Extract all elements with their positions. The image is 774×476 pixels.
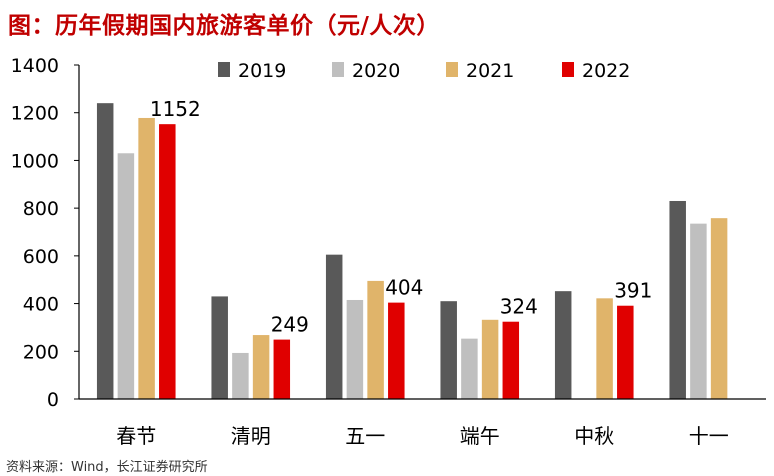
bar-chart: 0 200 400 600 800 1000 1200 1400 春节 清明 五一 端午 中秋 十一 1… <box>11 55 766 448</box>
bar-2022-中秋 <box>617 305 634 399</box>
category-label-春节: 春节 <box>116 424 156 448</box>
data-label-中秋: 391 <box>614 279 652 303</box>
bar-2019-中秋 <box>554 291 572 399</box>
y-axis-ticks: 0 200 400 600 800 1000 1200 1400 <box>11 55 79 411</box>
bar-2021-端午 <box>481 319 499 399</box>
legend: 2019 2020 2021 2022 <box>218 60 630 82</box>
bar-2019-春节 <box>96 103 114 400</box>
category-labels: 春节 清明 五一 端午 中秋 十一 <box>116 424 729 448</box>
category-label-清明: 清明 <box>231 424 271 448</box>
axes <box>78 65 766 400</box>
bar-2019-端午 <box>440 301 457 399</box>
bar-2020-端午 <box>461 338 478 399</box>
bar-2019-清明 <box>211 296 228 399</box>
bar-2022-清明 <box>273 339 291 399</box>
data-label-春节: 1152 <box>150 97 201 121</box>
legend-swatch-2020 <box>332 62 344 77</box>
y-tick-label-0: 0 <box>47 389 59 411</box>
y-tick-label-400: 400 <box>23 294 59 316</box>
y-tick-label-800: 800 <box>23 198 59 220</box>
legend-label-2022: 2022 <box>582 60 630 82</box>
category-label-端午: 端午 <box>460 424 500 448</box>
legend-label-2020: 2020 <box>352 60 400 82</box>
bar-2019-十一 <box>669 200 686 399</box>
data-label-端午: 324 <box>500 295 538 319</box>
y-tick-label-600: 600 <box>23 246 59 268</box>
bar-2019-五一 <box>325 254 343 399</box>
bar-2021-五一 <box>367 280 384 399</box>
y-tick-label-1200: 1200 <box>11 103 59 125</box>
bar-2022-春节 <box>159 124 176 399</box>
legend-swatch-2022 <box>562 62 574 77</box>
data-labels: 1152 249 404 324 391 <box>150 97 653 336</box>
bar-2020-清明 <box>232 352 249 399</box>
bar-2021-中秋 <box>596 298 613 399</box>
bar-2022-端午 <box>502 321 520 399</box>
legend-label-2021: 2021 <box>466 60 514 82</box>
y-tick-label-200: 200 <box>23 341 59 363</box>
bar-2020-五一 <box>346 299 364 399</box>
chart-title: 图：历年假期国内旅游客单价（元/人次） <box>8 13 440 39</box>
legend-swatch-2019 <box>218 62 230 77</box>
legend-swatch-2021 <box>446 62 458 77</box>
data-label-五一: 404 <box>385 276 423 300</box>
y-tick-label-1400: 1400 <box>11 55 59 77</box>
source-note: 资料来源：Wind，长江证券研究所 <box>6 460 208 475</box>
bar-2021-十一 <box>710 218 728 399</box>
bar-2022-五一 <box>388 302 405 399</box>
bars <box>96 103 728 400</box>
y-tick-label-1000: 1000 <box>11 150 59 172</box>
data-label-清明: 249 <box>271 313 309 337</box>
category-label-十一: 十一 <box>689 424 729 448</box>
bar-2020-春节 <box>117 153 135 399</box>
bar-2021-春节 <box>138 117 155 399</box>
bar-2021-清明 <box>252 335 270 399</box>
category-label-五一: 五一 <box>345 424 385 448</box>
bar-2020-十一 <box>690 223 707 399</box>
legend-label-2019: 2019 <box>238 60 286 82</box>
category-label-中秋: 中秋 <box>574 424 614 448</box>
